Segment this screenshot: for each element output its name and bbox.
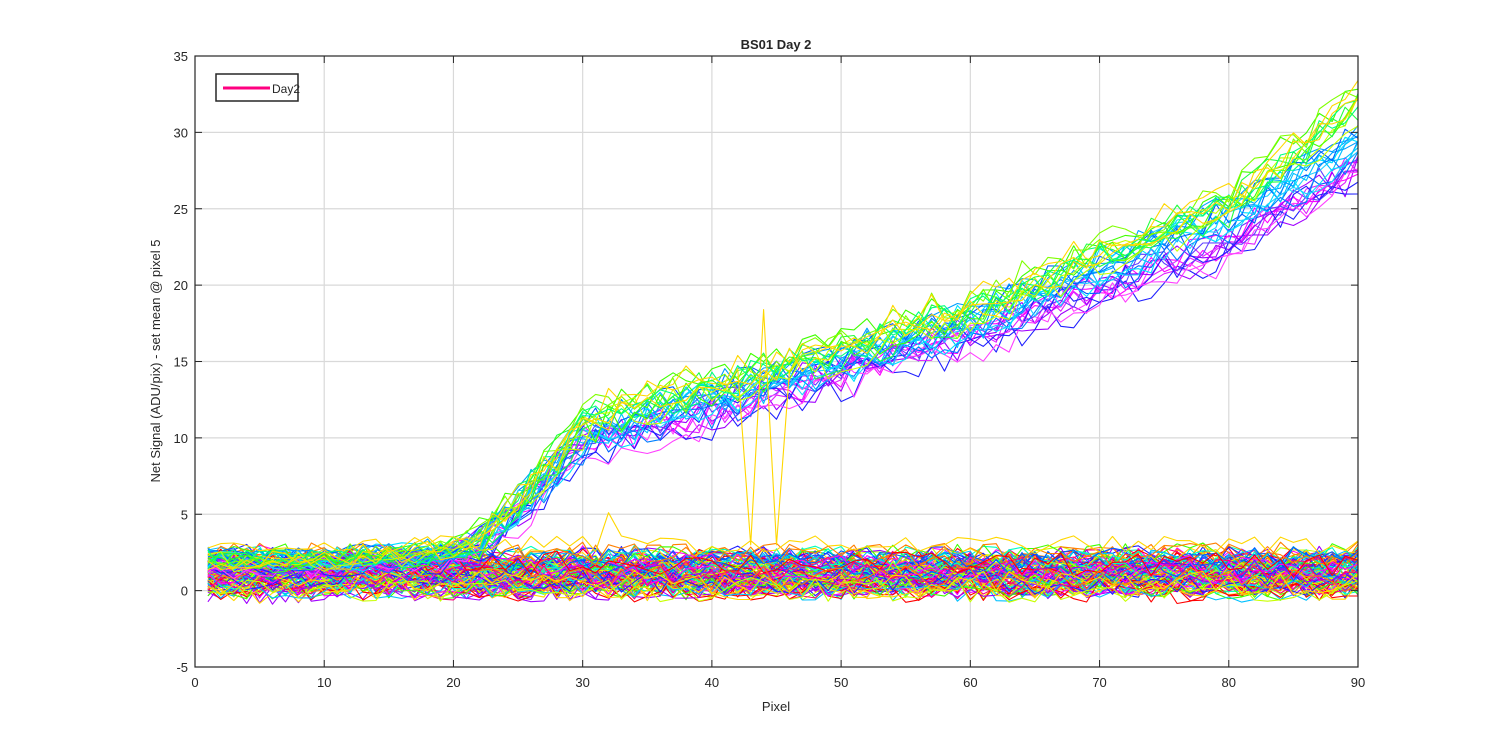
x-axis-label: Pixel <box>762 699 790 714</box>
y-axis-label: Net Signal (ADU/pix) - set mean @ pixel … <box>148 240 163 483</box>
baseline-trace <box>207 564 1358 590</box>
x-tick-label: 60 <box>963 675 977 690</box>
x-tick-label: 70 <box>1092 675 1106 690</box>
signal-trace <box>207 80 1358 566</box>
y-tick-label: 30 <box>174 125 188 140</box>
y-tick-label: -5 <box>176 660 188 675</box>
y-tick-label: 20 <box>174 278 188 293</box>
x-tick-label: 80 <box>1222 675 1236 690</box>
x-tick-label: 90 <box>1351 675 1365 690</box>
chart-title: BS01 Day 2 <box>741 37 812 52</box>
x-tick-label: 0 <box>191 675 198 690</box>
x-tick-label: 10 <box>317 675 331 690</box>
signal-trace <box>207 99 1358 572</box>
spike-trace <box>207 512 1358 555</box>
baseline-trace <box>207 560 1358 591</box>
signal-trace <box>207 95 1358 567</box>
signal-trace <box>207 98 1358 571</box>
signal-trace <box>207 150 1358 577</box>
baseline-trace <box>207 563 1358 591</box>
legend-label-day2: Day2 <box>272 82 300 96</box>
y-tick-label: 5 <box>181 507 188 522</box>
x-tick-label: 30 <box>575 675 589 690</box>
y-tick-label: 10 <box>174 431 188 446</box>
legend: Day2 <box>215 73 300 102</box>
y-tick-label: 15 <box>174 355 188 370</box>
series-lines <box>207 80 1358 605</box>
signal-trace <box>207 181 1358 574</box>
x-tick-label: 20 <box>446 675 460 690</box>
baseline-trace <box>207 561 1358 592</box>
y-tick-label: 0 <box>181 584 188 599</box>
x-tick-label: 50 <box>834 675 848 690</box>
y-tick-label: 35 <box>174 49 188 64</box>
baseline-trace <box>207 570 1358 596</box>
x-tick-label: 40 <box>705 675 719 690</box>
baseline-trace <box>207 577 1358 603</box>
baseline-trace <box>207 562 1358 590</box>
y-tick-label: 25 <box>174 202 188 217</box>
spike-trace <box>207 97 1358 571</box>
